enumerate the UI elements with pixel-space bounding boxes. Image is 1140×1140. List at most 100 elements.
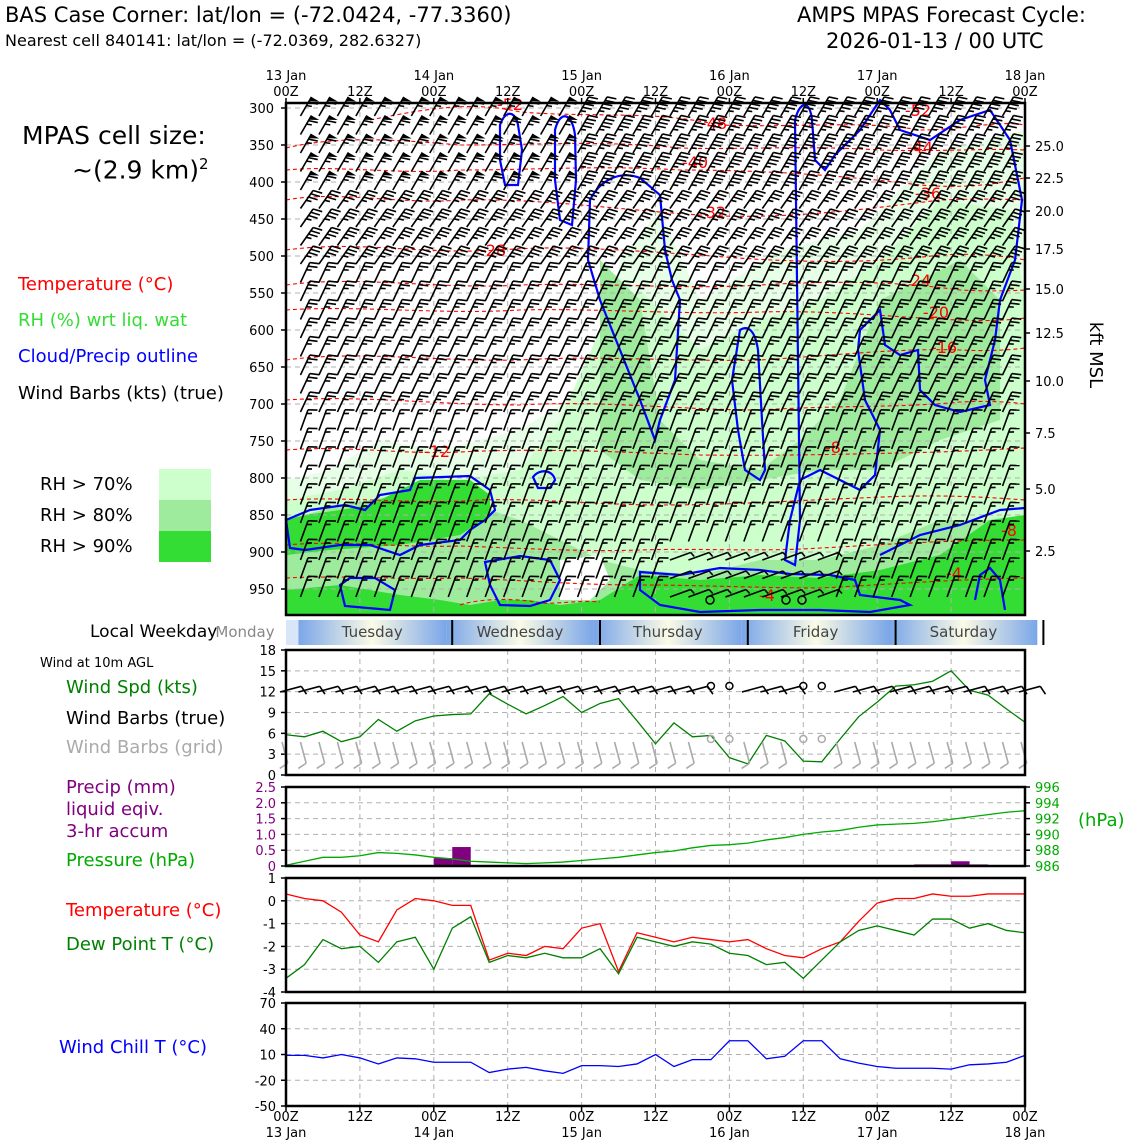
barb-half	[690, 570, 695, 576]
barb-full	[474, 302, 484, 306]
barb-full	[381, 320, 392, 324]
barb-full	[697, 335, 708, 339]
barb-full	[880, 121, 890, 126]
barb-full	[492, 265, 503, 269]
barb-full	[405, 245, 415, 250]
wind-barb	[909, 298, 929, 320]
barb-full	[400, 283, 410, 287]
wind-barb	[706, 409, 724, 431]
wind-barb	[835, 151, 857, 172]
wind-barb	[706, 570, 732, 580]
barb-full	[326, 283, 337, 287]
barb-full	[382, 119, 392, 124]
wind-barb	[706, 170, 728, 191]
barb-half	[782, 551, 788, 558]
barb-full	[696, 214, 706, 220]
barb-full	[437, 175, 448, 179]
barb-half	[728, 147, 734, 150]
barb-full	[532, 211, 542, 216]
wind-barb	[466, 261, 486, 283]
wind-barb	[355, 538, 373, 561]
wind-barb	[447, 575, 466, 598]
wind-barb	[669, 133, 691, 154]
barb-full	[439, 229, 450, 235]
barb-pennant	[512, 115, 523, 120]
barb-staff	[299, 152, 313, 172]
wind-barb	[392, 208, 415, 228]
barb-half	[800, 588, 806, 595]
wind-barb	[798, 391, 819, 413]
barb-full	[474, 119, 485, 124]
barb-full	[917, 302, 928, 306]
barb-half	[416, 236, 423, 240]
barb-full	[695, 339, 706, 343]
barb-full	[663, 226, 674, 231]
wind-barb	[410, 575, 429, 598]
wind-barb	[539, 189, 563, 209]
wind-barb	[706, 151, 728, 172]
barb-half	[361, 199, 368, 203]
wind-barb	[392, 298, 412, 320]
barb-staff	[299, 133, 313, 154]
barb-full	[825, 394, 835, 398]
wind-barb	[724, 372, 745, 394]
wind-barb	[466, 372, 486, 394]
barb-full	[622, 302, 632, 306]
wind-barb	[429, 391, 449, 413]
wind-barb	[835, 520, 854, 542]
barb-half	[380, 178, 386, 182]
barb-full	[901, 211, 912, 216]
barb-full	[550, 248, 561, 253]
barb-half	[841, 255, 848, 258]
barb-full	[788, 357, 798, 361]
barb-full	[900, 280, 911, 283]
barb-half	[546, 255, 552, 258]
wind-speed-label: Wind Spd (kts)	[66, 677, 198, 698]
barb-full	[699, 170, 709, 174]
barb-half	[306, 141, 312, 145]
barb-full	[900, 317, 911, 320]
barb-full	[512, 354, 523, 357]
barb-half	[823, 218, 829, 221]
wind-barb	[817, 280, 837, 302]
barb-half	[380, 104, 386, 108]
barb-full	[640, 302, 651, 306]
wind-barb	[964, 208, 988, 228]
wind-barb	[798, 96, 820, 117]
wind-barb	[835, 226, 859, 246]
barb-full	[328, 372, 338, 376]
barb-full	[953, 140, 964, 144]
wind-barb	[595, 245, 619, 265]
barb-full	[882, 335, 893, 339]
wind-barb	[299, 446, 318, 468]
wind-barb	[521, 189, 545, 209]
wind-barb	[890, 557, 909, 579]
barb-full	[677, 251, 688, 257]
barb-full	[603, 251, 614, 257]
barb-half	[342, 199, 349, 203]
barb-full	[771, 317, 782, 320]
barb-full	[827, 192, 838, 198]
wind-barb	[650, 372, 671, 394]
wind-barb	[410, 520, 429, 542]
wind-barb	[743, 96, 765, 117]
wind-barb	[835, 133, 857, 154]
barb-full	[405, 226, 415, 231]
barb-full	[383, 261, 394, 265]
barb-full	[882, 391, 893, 394]
wind-barb	[780, 520, 798, 542]
barb-full	[512, 391, 523, 394]
wind-barb	[669, 96, 691, 117]
barb-full	[365, 335, 375, 339]
barb-full	[790, 335, 800, 339]
barb-half	[860, 255, 866, 258]
wind-barb	[632, 372, 652, 394]
wind-barb	[890, 114, 913, 135]
wind-barb	[392, 464, 410, 487]
barb-full	[383, 372, 394, 376]
barb-full	[843, 302, 854, 306]
wind-barb	[946, 501, 965, 524]
barb-full	[767, 162, 777, 166]
barb-full	[771, 391, 782, 394]
wind-barb	[484, 483, 503, 505]
